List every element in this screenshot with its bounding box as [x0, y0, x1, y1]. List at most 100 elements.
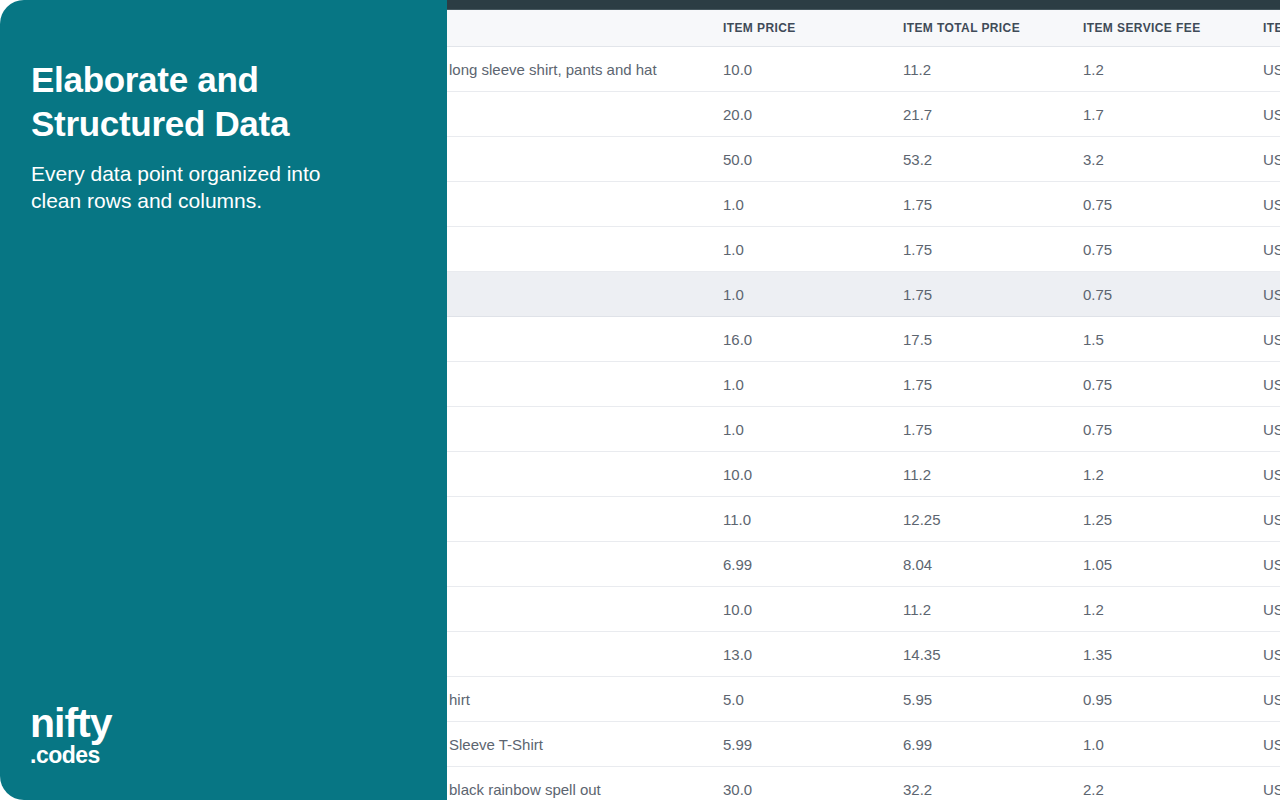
- data-table-panel: ITEM PRICE ITEM TOTAL PRICE ITEM SERVICE…: [447, 0, 1280, 800]
- cell-item-total-price: 8.04: [903, 556, 1083, 573]
- cell-item-service-fee: 1.2: [1083, 61, 1263, 78]
- cell-item-currency: USD: [1263, 331, 1280, 348]
- cell-item-price: 1.0: [723, 196, 903, 213]
- cell-item-price: 5.99: [723, 736, 903, 753]
- cell-item-price: 1.0: [723, 241, 903, 258]
- cell-item-price: 16.0: [723, 331, 903, 348]
- panel-title-line1: Elaborate and: [31, 60, 259, 99]
- cell-item-service-fee: 1.5: [1083, 331, 1263, 348]
- cell-item-total-price: 11.2: [903, 61, 1083, 78]
- cell-item-currency: USD: [1263, 241, 1280, 258]
- cell-item-price: 1.0: [723, 421, 903, 438]
- table-row[interactable]: 13.0 14.35 1.35 USD: [447, 632, 1280, 677]
- cell-item-description: Sleeve T-Shirt: [447, 736, 723, 753]
- cell-item-currency: USD: [1263, 61, 1280, 78]
- table-row[interactable]: Sleeve T-Shirt 5.99 6.99 1.0 USD: [447, 722, 1280, 767]
- cell-item-price: 5.0: [723, 691, 903, 708]
- cell-item-price: 50.0: [723, 151, 903, 168]
- table-row[interactable]: 1.0 1.75 0.75 USD: [447, 407, 1280, 452]
- cell-item-total-price: 32.2: [903, 781, 1083, 798]
- cell-item-description: long sleeve shirt, pants and hat: [447, 61, 723, 78]
- table-row[interactable]: 1.0 1.75 0.75 USD: [447, 362, 1280, 407]
- cell-item-price: 10.0: [723, 61, 903, 78]
- cell-item-service-fee: 1.05: [1083, 556, 1263, 573]
- table-body: long sleeve shirt, pants and hat 10.0 11…: [447, 47, 1280, 800]
- cell-item-service-fee: 0.75: [1083, 241, 1263, 258]
- cell-item-price: 10.0: [723, 601, 903, 618]
- logo-secondary-text: .codes: [30, 744, 112, 767]
- cell-item-description: hirt: [447, 691, 723, 708]
- cell-item-service-fee: 0.75: [1083, 286, 1263, 303]
- logo-primary-text: nifty: [30, 705, 112, 743]
- column-header-item-service-fee: ITEM SERVICE FEE: [1083, 21, 1263, 35]
- column-header-item-currency: ITEM CURRENCY: [1263, 21, 1280, 35]
- table-header-row: ITEM PRICE ITEM TOTAL PRICE ITEM SERVICE…: [447, 10, 1280, 47]
- cell-item-service-fee: 1.0: [1083, 736, 1263, 753]
- cell-item-total-price: 1.75: [903, 196, 1083, 213]
- cell-item-total-price: 1.75: [903, 421, 1083, 438]
- cell-item-service-fee: 0.95: [1083, 691, 1263, 708]
- table-row[interactable]: hirt 5.0 5.95 0.95 USD: [447, 677, 1280, 722]
- table-row[interactable]: 20.0 21.7 1.7 USD: [447, 92, 1280, 137]
- cell-item-total-price: 14.35: [903, 646, 1083, 663]
- table-row[interactable]: 1.0 1.75 0.75 USD: [447, 182, 1280, 227]
- table-top-bar: [447, 0, 1280, 10]
- table-row[interactable]: long sleeve shirt, pants and hat 10.0 11…: [447, 47, 1280, 92]
- page: ITEM PRICE ITEM TOTAL PRICE ITEM SERVICE…: [0, 0, 1280, 800]
- cell-item-total-price: 1.75: [903, 241, 1083, 258]
- cell-item-total-price: 12.25: [903, 511, 1083, 528]
- promo-panel: Elaborate and Structured Data Every data…: [0, 0, 447, 800]
- column-header-item-price: ITEM PRICE: [723, 21, 903, 35]
- table-row[interactable]: 1.0 1.75 0.75 USD: [447, 227, 1280, 272]
- cell-item-price: 1.0: [723, 376, 903, 393]
- cell-item-total-price: 17.5: [903, 331, 1083, 348]
- cell-item-currency: USD: [1263, 151, 1280, 168]
- cell-item-service-fee: 1.7: [1083, 106, 1263, 123]
- cell-item-total-price: 11.2: [903, 601, 1083, 618]
- cell-item-currency: USD: [1263, 736, 1280, 753]
- cell-item-price: 20.0: [723, 106, 903, 123]
- cell-item-currency: USD: [1263, 691, 1280, 708]
- table-row[interactable]: 50.0 53.2 3.2 USD: [447, 137, 1280, 182]
- cell-item-total-price: 1.75: [903, 286, 1083, 303]
- cell-item-service-fee: 3.2: [1083, 151, 1263, 168]
- table-row[interactable]: 11.0 12.25 1.25 USD: [447, 497, 1280, 542]
- cell-item-currency: USD: [1263, 376, 1280, 393]
- table-row[interactable]: 10.0 11.2 1.2 USD: [447, 452, 1280, 497]
- cell-item-service-fee: 0.75: [1083, 376, 1263, 393]
- cell-item-description: black rainbow spell out: [447, 781, 723, 798]
- cell-item-service-fee: 0.75: [1083, 196, 1263, 213]
- cell-item-service-fee: 1.2: [1083, 601, 1263, 618]
- column-header-item-total-price: ITEM TOTAL PRICE: [903, 21, 1083, 35]
- cell-item-currency: USD: [1263, 781, 1280, 798]
- cell-item-price: 30.0: [723, 781, 903, 798]
- cell-item-service-fee: 1.25: [1083, 511, 1263, 528]
- cell-item-total-price: 6.99: [903, 736, 1083, 753]
- cell-item-price: 6.99: [723, 556, 903, 573]
- cell-item-currency: USD: [1263, 556, 1280, 573]
- cell-item-currency: USD: [1263, 511, 1280, 528]
- nifty-logo: nifty .codes: [30, 705, 112, 767]
- cell-item-currency: USD: [1263, 601, 1280, 618]
- cell-item-currency: USD: [1263, 421, 1280, 438]
- cell-item-total-price: 21.7: [903, 106, 1083, 123]
- cell-item-currency: USD: [1263, 286, 1280, 303]
- cell-item-total-price: 5.95: [903, 691, 1083, 708]
- cell-item-total-price: 11.2: [903, 466, 1083, 483]
- cell-item-price: 1.0: [723, 286, 903, 303]
- cell-item-currency: USD: [1263, 646, 1280, 663]
- table-row[interactable]: 6.99 8.04 1.05 USD: [447, 542, 1280, 587]
- cell-item-service-fee: 1.2: [1083, 466, 1263, 483]
- cell-item-price: 13.0: [723, 646, 903, 663]
- table-row[interactable]: 16.0 17.5 1.5 USD: [447, 317, 1280, 362]
- cell-item-total-price: 53.2: [903, 151, 1083, 168]
- cell-item-price: 10.0: [723, 466, 903, 483]
- cell-item-service-fee: 1.35: [1083, 646, 1263, 663]
- table-row[interactable]: black rainbow spell out 30.0 32.2 2.2 US…: [447, 767, 1280, 800]
- table-row[interactable]: 10.0 11.2 1.2 USD: [447, 587, 1280, 632]
- table-row[interactable]: 1.0 1.75 0.75 USD: [447, 272, 1280, 317]
- cell-item-price: 11.0: [723, 511, 903, 528]
- cell-item-currency: USD: [1263, 106, 1280, 123]
- cell-item-currency: USD: [1263, 196, 1280, 213]
- panel-title: Elaborate and Structured Data: [31, 58, 371, 146]
